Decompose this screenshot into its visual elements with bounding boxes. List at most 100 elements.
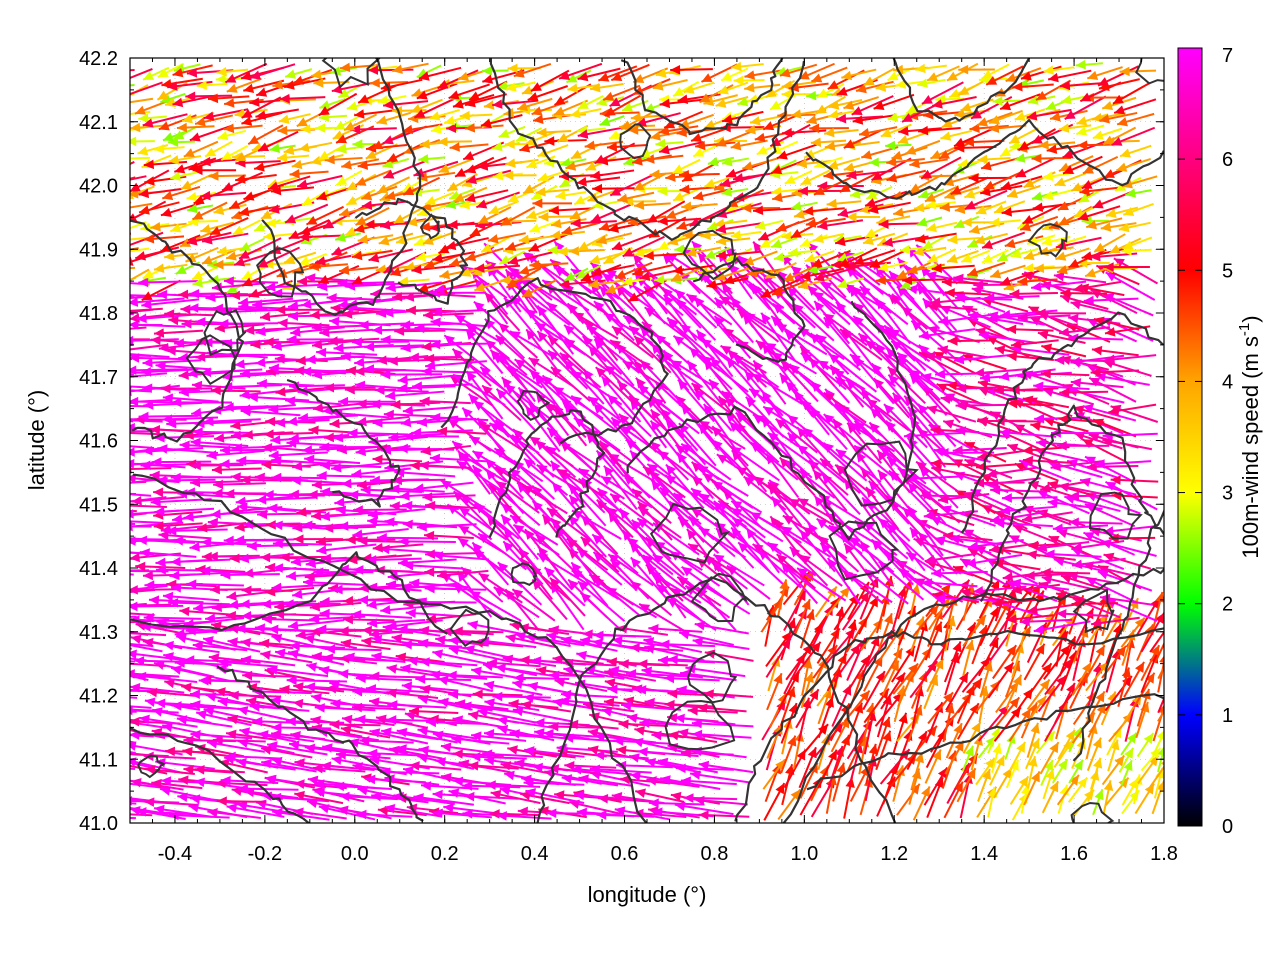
wind-vector-head: [607, 684, 618, 694]
wind-vector-head: [921, 578, 933, 588]
wind-vector: [303, 581, 365, 586]
wind-vector-head: [667, 688, 678, 699]
wind-vector-head: [261, 745, 272, 755]
wind-vector-head: [385, 580, 397, 590]
wind-vector-head: [242, 670, 253, 681]
wind-vector: [130, 632, 167, 637]
wind-vector-head: [513, 673, 524, 683]
wind-vector-head: [694, 620, 706, 631]
wind-vector: [571, 767, 632, 776]
wind-vector-head: [571, 764, 582, 775]
wind-vector-head: [272, 808, 283, 818]
wind-vector-head: [1168, 689, 1177, 700]
wind-vector-head: [608, 666, 620, 676]
wind-vector: [130, 602, 131, 605]
wind-vector-head: [596, 810, 607, 820]
wind-vector-head: [359, 736, 370, 746]
wind-vector-head: [1024, 570, 1035, 581]
wind-vector-head: [367, 618, 378, 628]
wind-vector-head: [92, 277, 102, 287]
wind-vector: [130, 404, 150, 408]
wind-vector-head: [660, 775, 671, 785]
wind-vector-head: [162, 591, 174, 602]
wind-vector-head: [687, 705, 698, 716]
wind-vector-head: [1012, 674, 1022, 686]
wind-vector-head: [577, 548, 588, 559]
wind-vector-head: [606, 657, 618, 667]
wind-vector: [203, 708, 264, 723]
wind-vector-head: [319, 596, 330, 607]
wind-vector-head: [294, 779, 305, 789]
wind-vector-head: [637, 747, 648, 757]
wind-vector-head: [309, 614, 320, 624]
wind-vector-head: [338, 669, 349, 679]
wind-vector-head: [162, 722, 173, 733]
wind-vector-head: [621, 700, 632, 711]
wind-vector-head: [629, 643, 640, 653]
wind-vector-head: [680, 776, 692, 786]
wind-vector-head: [217, 697, 229, 707]
wind-vector-head: [1009, 535, 1021, 545]
wind-vector-head: [198, 675, 209, 686]
wind-vector-head: [1044, 731, 1055, 742]
wind-vector-head: [500, 761, 512, 771]
wind-vector: [448, 647, 510, 663]
wind-vector-head: [343, 595, 354, 606]
wind-vector-head: [674, 713, 685, 724]
wind-vector-head: [177, 792, 188, 803]
wind-vector-head: [345, 535, 356, 545]
wind-vector-head: [425, 549, 436, 559]
wind-vector-head: [306, 662, 318, 672]
wind-vector-head: [207, 551, 218, 562]
wind-vector-head: [365, 684, 377, 694]
wind-vector-head: [265, 586, 276, 597]
wind-vector-head: [89, 461, 99, 471]
wind-vector-head: [183, 764, 194, 775]
wind-vector-head: [352, 702, 363, 713]
wind-vector-head: [201, 551, 212, 562]
wind-vector: [413, 795, 475, 806]
wind-vector-head: [542, 514, 553, 526]
wind-vector-head: [622, 530, 633, 541]
wind-vector-head: [372, 542, 383, 553]
wind-vector-head: [194, 765, 205, 775]
wind-vector-head: [75, 611, 85, 621]
wind-vector-head: [1166, 616, 1176, 627]
wind-vector-head: [859, 591, 869, 603]
wind-vector-head: [836, 762, 846, 774]
wind-vector-head: [320, 761, 332, 771]
wind-vector-head: [139, 714, 150, 725]
wind-vector: [344, 655, 406, 663]
wind-vector-head: [304, 682, 316, 692]
wind-vector: [236, 760, 296, 771]
wind-vector-head: [1148, 755, 1159, 767]
wind-vector-head: [574, 790, 585, 801]
wind-vector-head: [134, 656, 145, 666]
wind-vector-head: [1092, 737, 1102, 749]
wind-vector: [130, 710, 137, 713]
wind-vector-head: [484, 756, 495, 766]
wind-vector-head: [229, 553, 240, 564]
wind-vector-head: [568, 515, 579, 527]
wind-vector-head: [77, 727, 88, 736]
wind-vector-head: [471, 731, 482, 741]
wind-vector-head: [270, 696, 282, 706]
wind-vector-head: [1155, 612, 1164, 624]
wind-vector-head: [937, 767, 948, 779]
wind-vector-head: [227, 637, 238, 647]
wind-vector-head: [580, 636, 591, 646]
wind-vector-head: [268, 624, 279, 635]
wind-vector-head: [146, 687, 158, 698]
wind-vector-head: [355, 673, 366, 684]
wind-vector-head: [532, 762, 543, 773]
wind-vector-head: [448, 788, 460, 798]
wind-vector: [524, 748, 585, 758]
wind-vector-head: [131, 777, 142, 788]
wind-vector-head: [97, 546, 107, 556]
wind-vector: [130, 652, 187, 662]
wind-vector: [130, 477, 136, 480]
wind-vector-head: [692, 637, 704, 647]
wind-vector-head: [294, 758, 305, 768]
wind-vector-head: [548, 764, 560, 774]
wind-vector-head: [331, 755, 343, 765]
